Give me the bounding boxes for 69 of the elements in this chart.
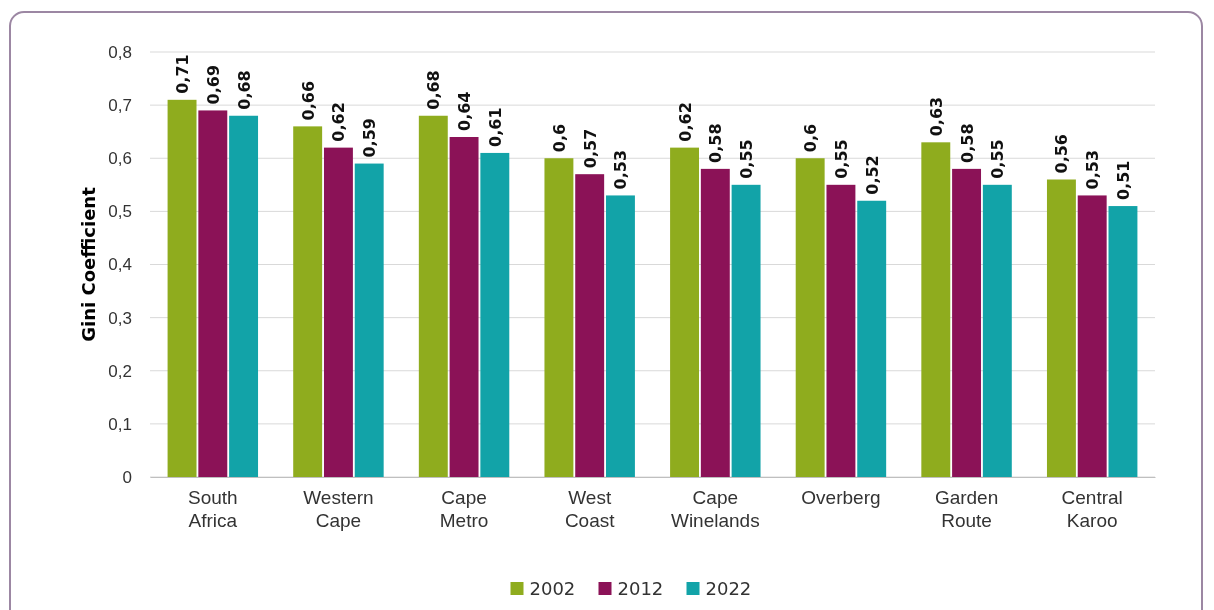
- y-tick-label: 0,4: [108, 255, 132, 275]
- legend-label: 2012: [617, 578, 664, 599]
- bar: [449, 137, 479, 477]
- bar: [229, 115, 259, 477]
- bar: [354, 163, 384, 477]
- bar: [293, 126, 323, 477]
- data-label: 0,58: [706, 123, 726, 163]
- bar: [198, 110, 228, 477]
- bar: [982, 184, 1012, 477]
- y-tick-label: 0,1: [108, 414, 132, 434]
- legend-label: 2002: [529, 578, 576, 599]
- data-label: 0,66: [298, 80, 318, 121]
- bar: [575, 174, 605, 477]
- data-label: 0,62: [675, 102, 695, 142]
- bar: [826, 184, 856, 477]
- bar: [544, 158, 574, 477]
- bar: [731, 184, 761, 477]
- legend-label: 2022: [705, 578, 752, 599]
- data-label: 0,63: [926, 96, 946, 137]
- x-tick-label: Western Cape: [303, 487, 374, 532]
- data-label: 0,56: [1052, 134, 1072, 174]
- y-axis-title: Gini Coefficient: [78, 186, 99, 342]
- bar: [605, 195, 635, 477]
- x-tick-label: West Coast: [564, 487, 616, 532]
- data-label: 0,64: [455, 91, 475, 131]
- bar: [857, 200, 887, 477]
- y-tick-label: 0,8: [108, 42, 132, 62]
- bar: [700, 168, 730, 477]
- data-label: 0,6: [549, 123, 569, 153]
- x-tick-label: Cape Winelands: [670, 487, 760, 532]
- bar: [952, 168, 982, 477]
- data-label: 0,61: [485, 107, 505, 147]
- y-tick-label: 0,5: [108, 202, 132, 222]
- data-label: 0,59: [360, 118, 380, 158]
- data-label: 0,62: [329, 102, 349, 142]
- y-tick-label: 0,3: [108, 308, 132, 328]
- x-tick-label: South Africa: [187, 487, 238, 532]
- bar: [323, 147, 353, 477]
- x-tick-label: Cape Metro: [439, 487, 489, 532]
- x-tick-label: Central Karoo: [1061, 487, 1123, 532]
- y-tick-label: 0,2: [108, 361, 132, 381]
- data-label: 0,68: [424, 70, 444, 110]
- data-label: 0,53: [611, 149, 631, 190]
- x-tick-label: Garden Route: [934, 487, 999, 532]
- bar: [1108, 206, 1138, 477]
- data-label: 0,57: [580, 128, 600, 169]
- y-tick-label: 0: [122, 467, 132, 487]
- bar: [480, 152, 510, 477]
- y-tick-label: 0,6: [108, 149, 132, 169]
- data-label: 0,68: [234, 70, 254, 110]
- data-label: 0,6: [801, 123, 821, 153]
- data-label: 0,51: [1113, 160, 1133, 201]
- data-label: 0,69: [203, 64, 223, 105]
- bar: [1077, 195, 1107, 477]
- bar: [167, 99, 197, 477]
- data-label: 0,55: [988, 139, 1008, 179]
- bar: [670, 147, 700, 477]
- data-label: 0,58: [957, 123, 977, 163]
- y-tick-label: 0,7: [108, 96, 132, 116]
- x-tick-label: Overberg: [801, 487, 881, 509]
- data-label: 0,55: [737, 139, 757, 179]
- bar: [795, 158, 825, 477]
- data-label: 0,53: [1083, 149, 1103, 190]
- data-label: 0,52: [862, 155, 882, 195]
- bar: [1046, 179, 1076, 477]
- data-label: 0,55: [831, 139, 851, 179]
- bar: [418, 115, 448, 477]
- bar: [921, 142, 951, 477]
- data-label: 0,71: [173, 54, 193, 94]
